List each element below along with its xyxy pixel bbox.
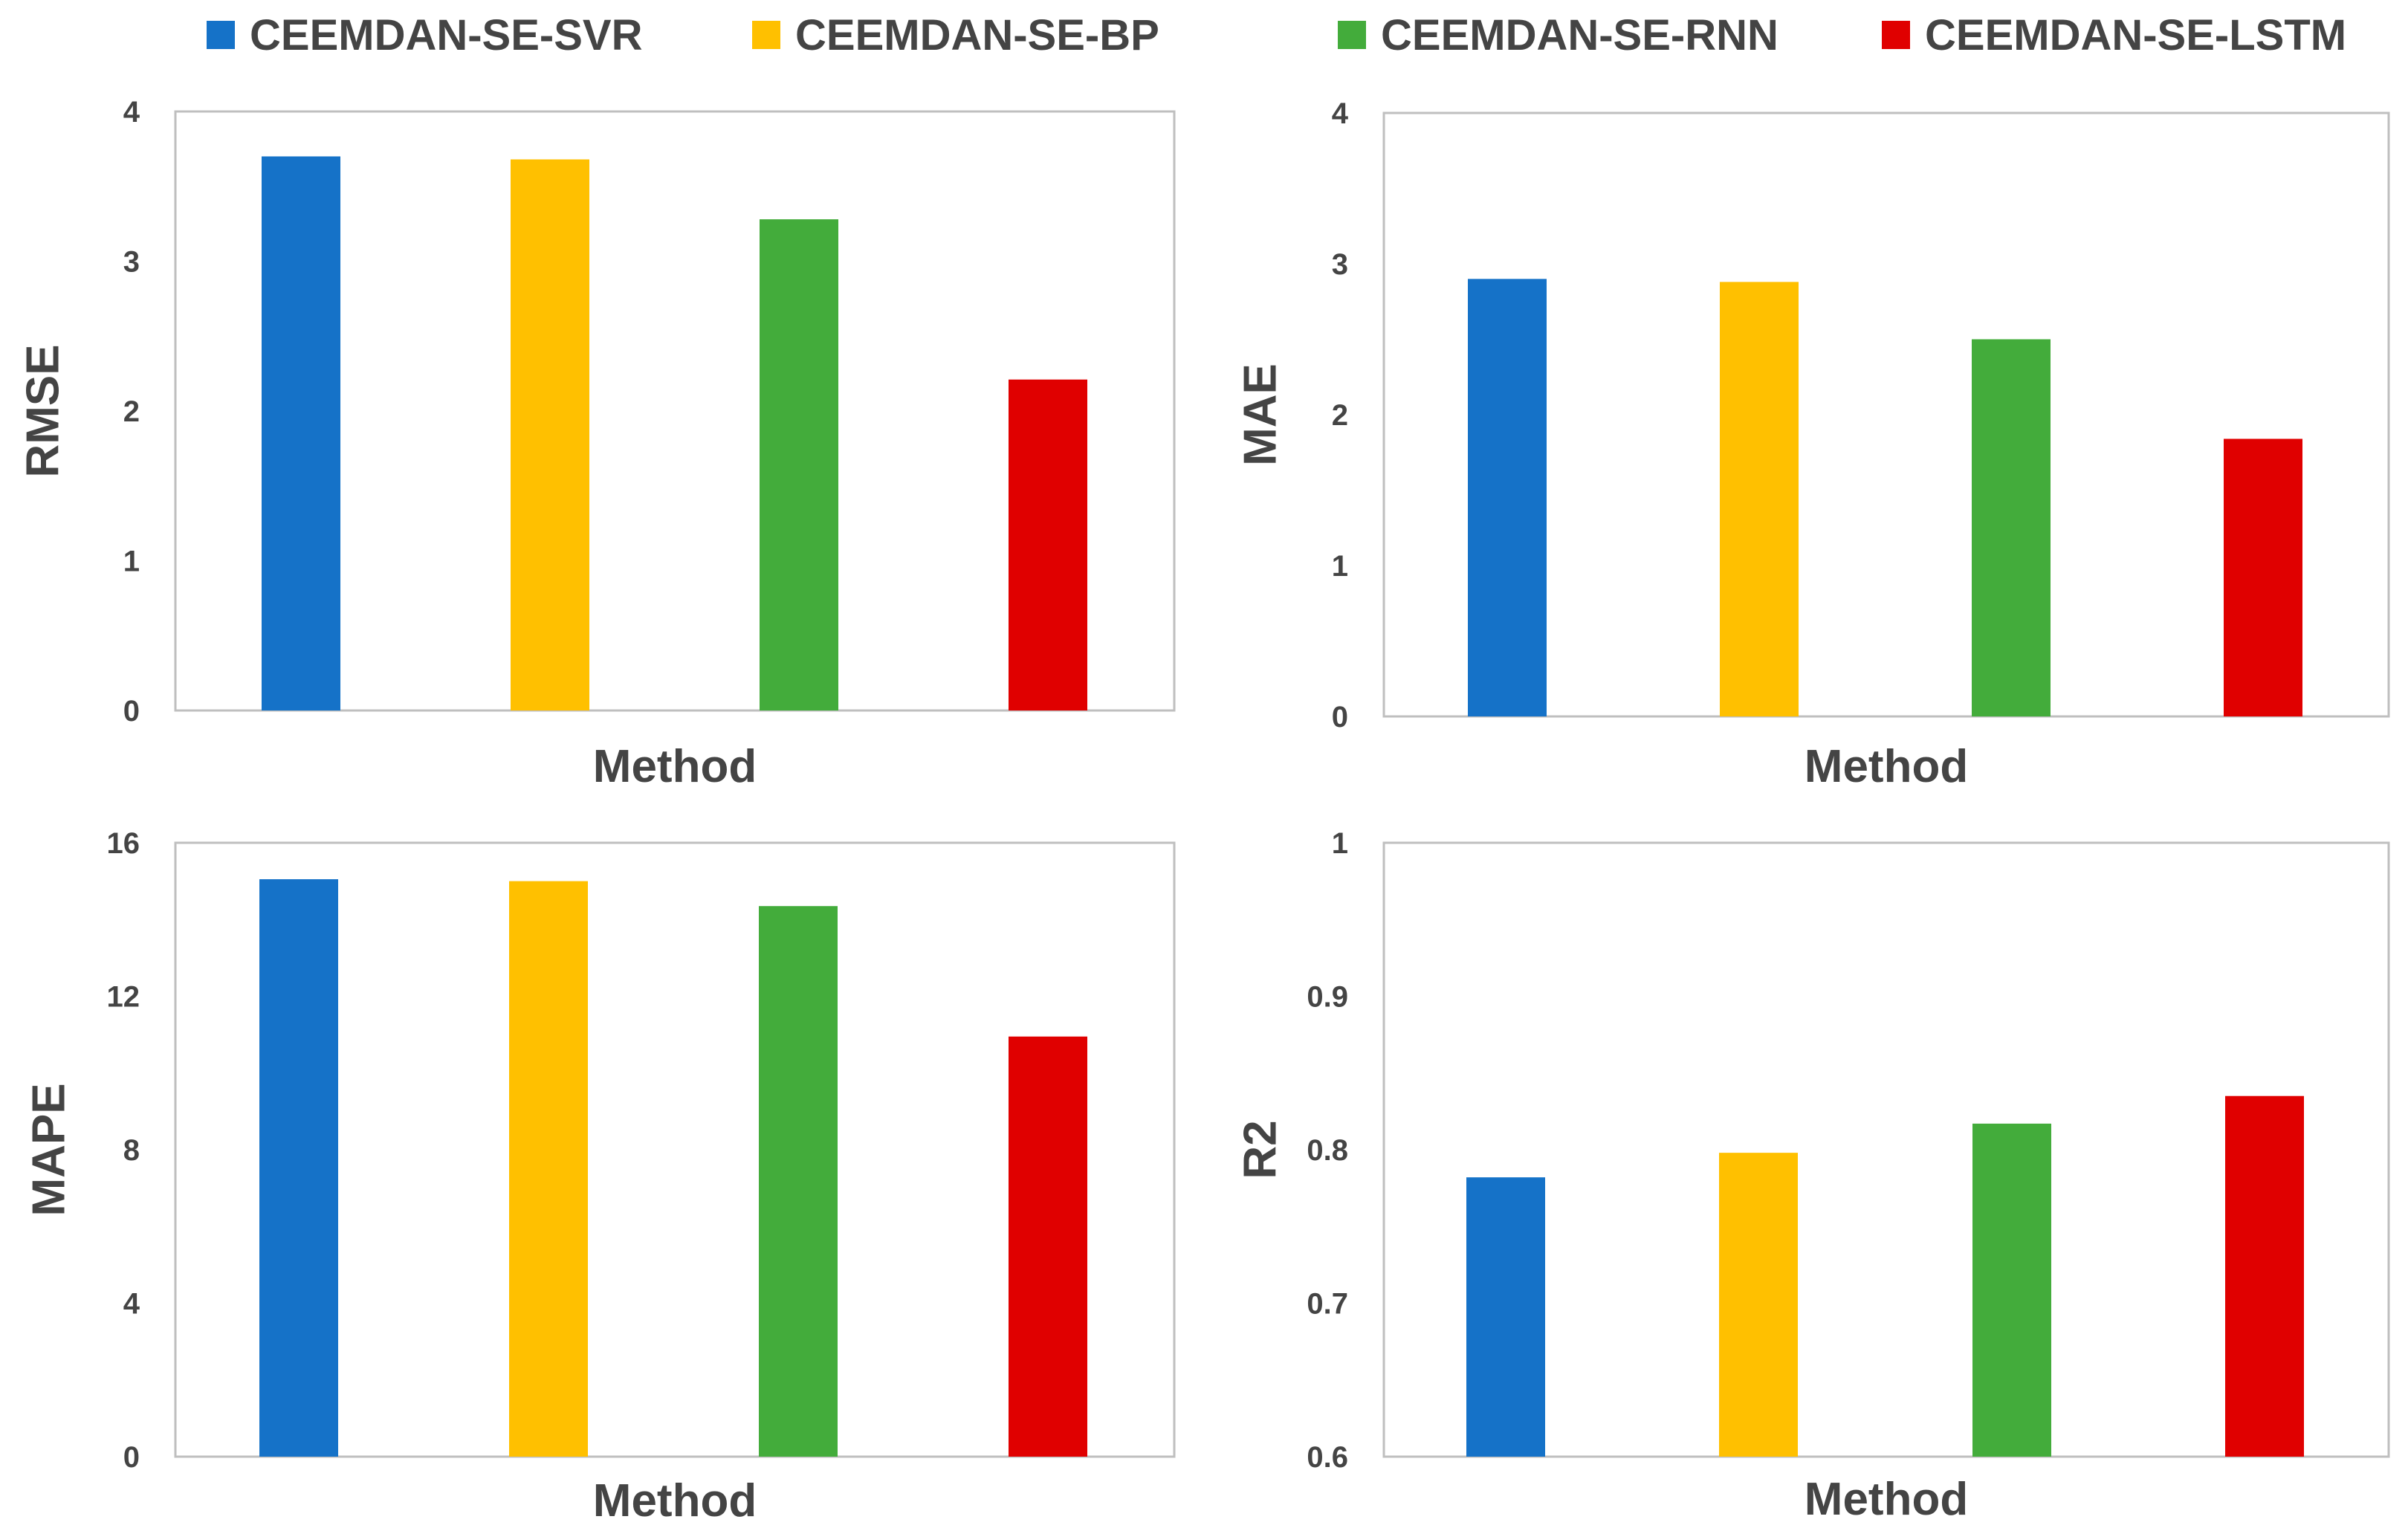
r2-bar-lstm [2225, 1095, 2304, 1457]
mape-bar-svr [259, 879, 338, 1457]
legend-swatch-bp [752, 21, 780, 49]
rmse-ytick-label: 2 [123, 395, 140, 428]
r2-y-axis-title: R2 [1235, 1120, 1286, 1179]
mape-bar-lstm [1009, 1036, 1087, 1457]
mae-ytick-label: 0 [1332, 701, 1348, 734]
mae-bar-bp [1720, 282, 1799, 716]
mae-ytick-label: 2 [1332, 399, 1348, 432]
mae-bar-rnn [1972, 339, 2051, 716]
r2-plot-frame [1382, 841, 2390, 1458]
mape-ytick-label: 8 [123, 1134, 140, 1167]
mape-ytick-label: 12 [107, 981, 140, 1014]
rmse-ytick-label: 4 [123, 96, 140, 129]
rmse-ytick-label: 1 [123, 546, 140, 578]
r2-ytick-label: 1 [1332, 827, 1348, 860]
mape-ytick-label: 16 [107, 827, 140, 860]
r2-bar-rnn [1972, 1123, 2051, 1457]
legend-label-bp: CEEMDAN-SE-BP [795, 10, 1159, 59]
legend-swatch-svr [207, 21, 235, 49]
rmse-plot-frame [174, 110, 1176, 712]
mae-bar-svr [1468, 279, 1547, 716]
rmse-ytick-label: 3 [123, 246, 140, 279]
legend-item-svr: CEEMDAN-SE-SVR [207, 10, 643, 59]
mape-bar-rnn [759, 906, 838, 1457]
rmse-bar-bp [511, 159, 589, 711]
mae-plot-frame [1382, 111, 2390, 718]
mape-y-axis-title: MAPE [24, 1083, 75, 1216]
r2-x-axis-title: Method [1805, 1474, 1968, 1525]
mae-ytick-label: 3 [1332, 248, 1348, 281]
legend-item-lstm: CEEMDAN-SE-LSTM [1882, 10, 2346, 59]
rmse-y-axis-title: RMSE [18, 344, 69, 477]
legend-item-bp: CEEMDAN-SE-BP [752, 10, 1159, 59]
chart-legend: CEEMDAN-SE-SVR CEEMDAN-SE-BP CEEMDAN-SE-… [0, 0, 2408, 71]
mae-ytick-label: 1 [1332, 550, 1348, 583]
legend-label-svr: CEEMDAN-SE-SVR [250, 10, 643, 59]
mae-x-axis-title: Method [1805, 741, 1968, 792]
mae-ytick-label: 4 [1332, 97, 1349, 130]
r2-ytick-label: 0.7 [1307, 1288, 1348, 1321]
rmse-ytick-label: 0 [123, 695, 140, 728]
mape-ytick-label: 4 [123, 1288, 140, 1321]
mape-ytick-label: 0 [123, 1441, 140, 1474]
r2-ytick-label: 0.9 [1307, 981, 1348, 1014]
mape-x-axis-title: Method [593, 1475, 757, 1527]
rmse-bar-lstm [1009, 379, 1087, 710]
rmse-x-axis-title: Method [593, 741, 757, 792]
legend-item-rnn: CEEMDAN-SE-RNN [1338, 10, 1779, 59]
rmse-bar-svr [262, 156, 340, 710]
r2-ytick-label: 0.8 [1307, 1134, 1348, 1167]
legend-swatch-lstm [1882, 21, 1910, 49]
legend-swatch-rnn [1338, 21, 1366, 49]
legend-label-lstm: CEEMDAN-SE-LSTM [1925, 10, 2347, 59]
mape-plot-frame [174, 841, 1176, 1458]
mape-bar-bp [509, 881, 588, 1457]
legend-label-rnn: CEEMDAN-SE-RNN [1381, 10, 1779, 59]
mae-y-axis-title: MAE [1235, 363, 1286, 466]
rmse-bar-rnn [760, 219, 838, 711]
mae-bar-lstm [2224, 438, 2302, 716]
r2-bar-bp [1719, 1153, 1798, 1457]
r2-bar-svr [1466, 1177, 1545, 1457]
r2-ytick-label: 0.6 [1307, 1441, 1348, 1474]
